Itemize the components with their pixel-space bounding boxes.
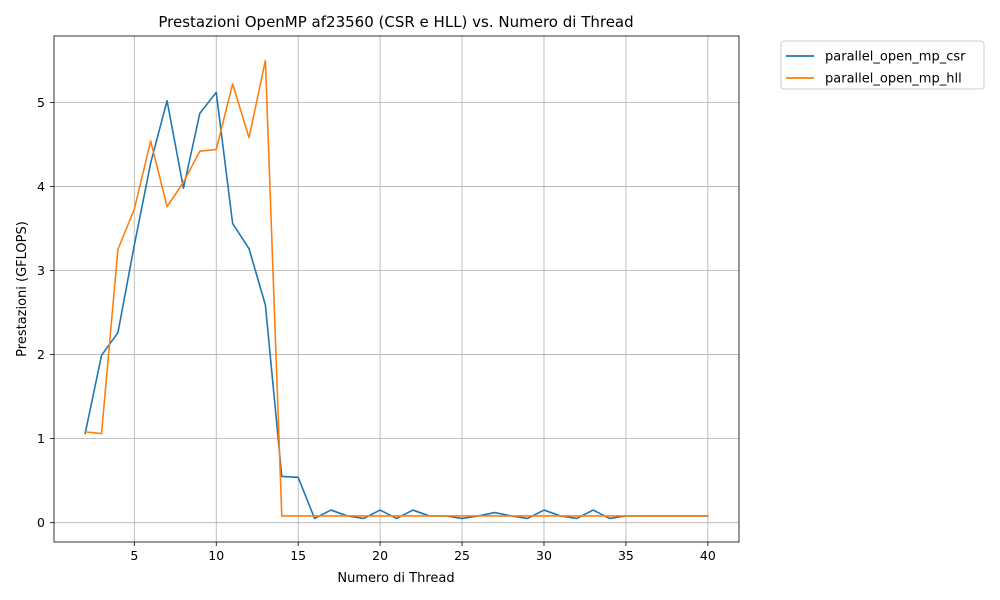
- x-tick-label: 40: [700, 548, 716, 563]
- legend: parallel_open_mp_csr parallel_open_mp_hl…: [780, 40, 985, 90]
- x-tick-label: 30: [536, 548, 552, 563]
- y-tick-label: 2: [37, 347, 45, 362]
- y-axis-label: Prestazioni (GFLOPS): [15, 221, 30, 357]
- x-tick-label: 15: [290, 548, 306, 563]
- y-tick-label: 4: [37, 179, 45, 194]
- grid-lines: [54, 36, 739, 542]
- series-line-hll: [84, 59, 709, 517]
- x-tick-label: 10: [208, 548, 224, 563]
- legend-label-hll: parallel_open_mp_hll: [825, 72, 962, 87]
- y-tick-label: 5: [37, 95, 45, 110]
- y-tick-label: 1: [37, 431, 45, 446]
- legend-label-csr: parallel_open_mp_csr: [825, 50, 966, 65]
- x-axis-label: Numero di Thread: [337, 571, 454, 586]
- y-axis-ticks: 0 1 2 3 4 5: [37, 95, 54, 530]
- series-line-csr: [84, 91, 709, 520]
- legend-box: [780, 40, 985, 90]
- x-axis-ticks: 5 10 15 20 25 30 35 40: [130, 542, 716, 563]
- plot-area-frame: [53, 35, 740, 543]
- y-tick-label: 3: [37, 263, 45, 278]
- x-tick-label: 35: [618, 548, 634, 563]
- x-tick-label: 25: [454, 548, 470, 563]
- x-tick-label: 20: [372, 548, 388, 563]
- series-lines: [84, 59, 709, 520]
- y-tick-label: 0: [37, 515, 45, 530]
- chart-title: Prestazioni OpenMP af23560 (CSR e HLL) v…: [158, 13, 633, 31]
- x-tick-label: 5: [130, 548, 138, 563]
